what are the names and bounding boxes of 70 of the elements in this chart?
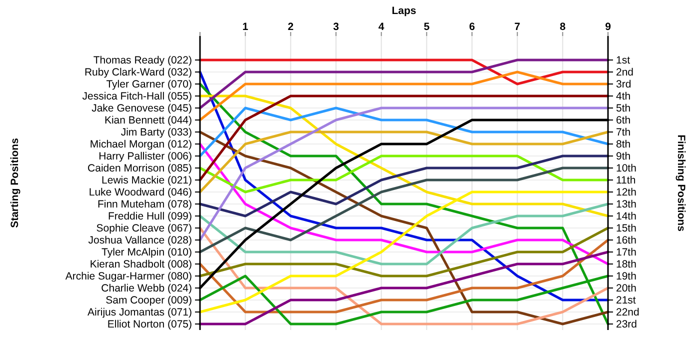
category-label: Thomas Ready (022) xyxy=(93,54,192,67)
y2-tick-label: 16th xyxy=(616,234,637,247)
x-tick-label: 6 xyxy=(469,21,476,33)
category-label: Finn Muteham (078) xyxy=(97,198,192,211)
y2-tick-label: 15th xyxy=(616,222,637,235)
category-label: Jim Barty (033) xyxy=(120,126,192,139)
line-series xyxy=(198,190,610,314)
y2-tick-label: 7th xyxy=(616,126,631,139)
category-label: Luke Woodward (046) xyxy=(88,186,192,199)
x-axis-title: Laps xyxy=(392,5,416,17)
line-series xyxy=(198,154,610,194)
y2-tick-label: 10th xyxy=(616,162,637,175)
category-label: Charlie Webb (024) xyxy=(101,282,192,295)
category-label: Jake Genovese (045) xyxy=(92,102,192,115)
line-series xyxy=(198,142,610,266)
category-label: Tyler Garner (070) xyxy=(106,78,192,91)
category-label: Archie Sugar-Harmer (080) xyxy=(65,270,192,283)
y2-tick-label: 18th xyxy=(616,258,637,271)
y2-tick-label: 8th xyxy=(616,138,631,151)
x-tick-label: 2 xyxy=(288,21,294,33)
category-label: Lewis Mackie (021) xyxy=(102,174,192,187)
category-label: Caiden Morrison (085) xyxy=(88,162,192,175)
line-series xyxy=(198,202,610,266)
category-label: Sophie Cleave (067) xyxy=(96,222,192,235)
line-series xyxy=(198,106,610,158)
y2-tick-label: 1st xyxy=(616,54,630,67)
category-label: Freddie Hull (099) xyxy=(108,210,192,223)
category-label: Joshua Vallance (028) xyxy=(88,234,192,247)
text: Starting Positions xyxy=(9,138,21,228)
line-series xyxy=(198,226,610,326)
line-series xyxy=(198,250,610,326)
y2-tick-label: 6th xyxy=(616,114,631,127)
category-label: Sam Cooper (009) xyxy=(106,294,192,307)
category-label: Tyler McAlpin (010) xyxy=(102,246,192,259)
x-tick-label: 7 xyxy=(514,21,520,33)
y2-axis-title: Finishing Positions xyxy=(675,134,687,232)
line-series xyxy=(198,166,610,254)
x-tick-label: 3 xyxy=(333,21,340,33)
y2-tick-label: 9th xyxy=(616,150,631,163)
category-label: Kieran Shadbolt (008) xyxy=(90,258,192,271)
y2-tick-label: 2nd xyxy=(616,66,634,79)
category-label: Jessica Fitch-Hall (055) xyxy=(82,90,192,103)
y2-tick-label: 11th xyxy=(616,174,636,187)
y2-tick-label: 5th xyxy=(616,102,631,115)
y2-tick-label: 17th xyxy=(616,246,637,259)
y2-tick-label: 22nd xyxy=(616,306,640,319)
line-series xyxy=(198,154,610,218)
y2-tick-label: 12th xyxy=(616,186,637,199)
category-label: Ruby Clark-Ward (032) xyxy=(84,66,192,79)
category-label: Michael Morgan (012) xyxy=(90,138,192,151)
x-tick-label: 9 xyxy=(605,21,612,33)
y2-tick-label: 23rd xyxy=(616,318,638,331)
y2-tick-label: 19th xyxy=(616,270,637,283)
category-label: Kian Bennett (044) xyxy=(104,114,192,127)
y2-tick-label: 3rd xyxy=(616,78,632,91)
y2-tick-label: 21st xyxy=(616,294,636,307)
line-series xyxy=(198,106,610,242)
x-tick-label: 5 xyxy=(424,21,430,33)
x-tick-label: 4 xyxy=(378,21,384,33)
y2-tick-label: 13th xyxy=(616,198,637,211)
line-series xyxy=(198,238,610,314)
x-tick-label: 1 xyxy=(242,21,248,33)
category-label: Elliot Norton (075) xyxy=(107,318,192,331)
y2-tick-label: 4th xyxy=(616,90,631,103)
category-label: Airijus Jomantas (071) xyxy=(88,306,192,319)
y2-tick-label: 14th xyxy=(616,210,637,223)
line-series xyxy=(198,226,610,278)
x-tick-label: 8 xyxy=(560,21,566,33)
y2-tick-label: 20th xyxy=(616,282,637,295)
category-label: Harry Pallister (006) xyxy=(98,150,192,163)
